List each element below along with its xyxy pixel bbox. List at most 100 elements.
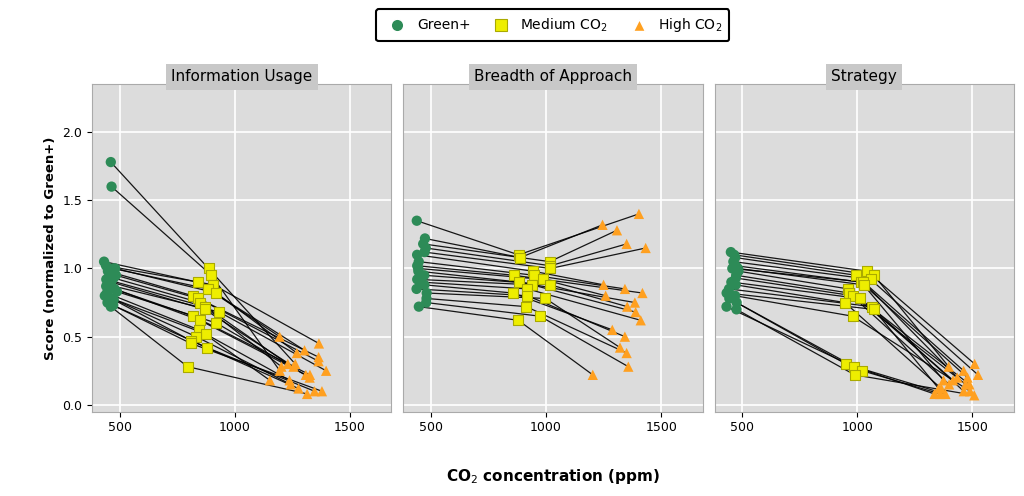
Point xyxy=(191,316,208,324)
Point xyxy=(109,288,125,296)
Point xyxy=(631,210,647,218)
Point xyxy=(935,376,951,384)
Point xyxy=(865,271,882,279)
Point xyxy=(955,367,972,375)
Point xyxy=(205,281,221,289)
Point xyxy=(103,278,120,286)
Point xyxy=(413,278,429,286)
Point xyxy=(296,346,312,354)
Point xyxy=(949,373,966,381)
Text: CO$_2$ concentration (ppm): CO$_2$ concentration (ppm) xyxy=(445,467,660,486)
Y-axis label: Score (normalized to Green+): Score (normalized to Green+) xyxy=(44,136,57,360)
Point xyxy=(317,367,334,375)
Point xyxy=(301,373,317,381)
Legend: Green+, Medium CO$_2$, High CO$_2$: Green+, Medium CO$_2$, High CO$_2$ xyxy=(377,9,729,41)
Point xyxy=(727,281,743,289)
Point xyxy=(290,384,306,392)
Point xyxy=(518,303,535,310)
Point xyxy=(98,262,115,270)
Point xyxy=(962,387,978,395)
Point xyxy=(616,285,633,293)
Point xyxy=(511,278,527,286)
Point xyxy=(410,264,426,272)
Point xyxy=(409,217,425,225)
Point xyxy=(531,312,548,320)
Point xyxy=(957,380,974,388)
Point xyxy=(306,387,323,395)
Point xyxy=(419,295,435,303)
Point xyxy=(310,357,327,365)
Point xyxy=(723,278,739,286)
Point xyxy=(955,387,972,395)
Point xyxy=(932,390,948,398)
Point xyxy=(183,339,200,347)
Point xyxy=(638,244,654,252)
Point xyxy=(845,312,861,320)
Point xyxy=(208,319,224,327)
Point xyxy=(855,281,871,289)
Point xyxy=(618,240,635,248)
Point xyxy=(106,264,123,272)
Point xyxy=(102,158,119,166)
Point xyxy=(283,380,299,388)
Point xyxy=(855,278,871,286)
Point xyxy=(634,289,650,297)
Point xyxy=(941,380,957,388)
Point xyxy=(198,330,214,338)
Point xyxy=(105,296,122,304)
Point xyxy=(728,271,744,279)
Point xyxy=(628,308,644,316)
Point xyxy=(418,299,434,307)
Point xyxy=(188,333,205,341)
Point xyxy=(199,344,215,352)
Point xyxy=(853,278,869,286)
Point xyxy=(627,299,643,307)
Point xyxy=(201,264,217,272)
Point xyxy=(841,289,857,297)
Point xyxy=(721,295,737,303)
Point xyxy=(289,349,305,357)
Point xyxy=(282,376,298,384)
Point xyxy=(417,248,433,256)
Point xyxy=(609,226,626,234)
Point xyxy=(302,371,318,379)
Point xyxy=(183,337,200,345)
Point xyxy=(840,285,856,293)
Point xyxy=(98,282,115,290)
Point xyxy=(189,295,206,303)
Point xyxy=(727,292,743,300)
Point xyxy=(409,285,425,293)
Point xyxy=(313,387,330,395)
Point xyxy=(727,253,743,261)
Point xyxy=(512,253,528,261)
Point xyxy=(848,271,864,279)
Point xyxy=(411,303,427,310)
Point xyxy=(721,285,737,293)
Point xyxy=(725,258,741,266)
Point xyxy=(211,308,227,316)
Point xyxy=(510,251,526,259)
Point xyxy=(542,262,558,270)
Point xyxy=(197,306,213,313)
Point xyxy=(524,267,541,275)
Point xyxy=(189,278,206,286)
Point xyxy=(854,367,870,375)
Point xyxy=(505,289,521,297)
Point xyxy=(967,360,983,368)
Point xyxy=(416,271,432,279)
Point xyxy=(585,371,601,379)
Point xyxy=(726,251,742,259)
Point xyxy=(418,244,434,252)
Point xyxy=(535,275,551,283)
Point xyxy=(103,183,120,190)
Point xyxy=(862,275,879,283)
Point xyxy=(409,275,425,283)
Point xyxy=(962,380,978,388)
Point xyxy=(863,303,880,310)
Point xyxy=(526,271,543,279)
Point xyxy=(409,262,425,270)
Point xyxy=(595,281,611,289)
Point xyxy=(99,299,116,307)
Point xyxy=(197,303,213,310)
Point xyxy=(524,281,541,289)
